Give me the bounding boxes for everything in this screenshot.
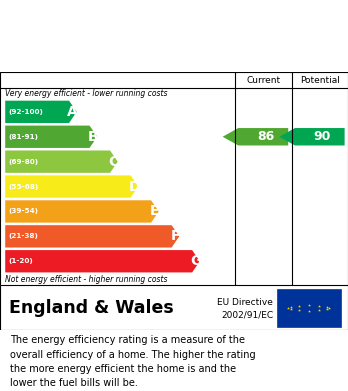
Text: F: F [171,230,180,243]
Text: Energy Efficiency Rating: Energy Efficiency Rating [10,45,232,60]
Polygon shape [5,176,138,198]
Text: G: G [190,254,201,268]
Text: 86: 86 [257,130,274,143]
Polygon shape [223,128,288,145]
Text: A: A [67,105,78,119]
Text: Potential: Potential [300,75,340,84]
Text: Very energy efficient - lower running costs: Very energy efficient - lower running co… [5,89,168,98]
Text: (81-91): (81-91) [8,134,38,140]
Polygon shape [5,225,179,248]
Text: (92-100): (92-100) [8,109,43,115]
Text: (69-80): (69-80) [8,159,38,165]
Text: 2002/91/EC: 2002/91/EC [221,310,273,319]
Text: (39-54): (39-54) [8,208,38,214]
Text: EU Directive: EU Directive [217,298,273,307]
Text: The energy efficiency rating is a measure of the
overall efficiency of a home. T: The energy efficiency rating is a measur… [10,335,256,388]
Text: (1-20): (1-20) [8,258,33,264]
Text: B: B [88,130,98,144]
Text: Current: Current [246,75,280,84]
Text: 90: 90 [314,130,331,143]
Polygon shape [5,200,159,222]
Polygon shape [5,250,200,273]
Text: D: D [128,179,140,194]
Text: England & Wales: England & Wales [9,299,173,317]
Polygon shape [5,126,97,148]
Text: (21-38): (21-38) [8,233,38,239]
Text: (55-68): (55-68) [8,183,38,190]
Polygon shape [5,100,77,123]
Text: E: E [150,204,159,219]
Text: C: C [109,155,119,169]
Text: Not energy efficient - higher running costs: Not energy efficient - higher running co… [5,275,168,284]
Polygon shape [279,128,345,145]
Polygon shape [5,151,118,173]
Bar [277,289,341,327]
